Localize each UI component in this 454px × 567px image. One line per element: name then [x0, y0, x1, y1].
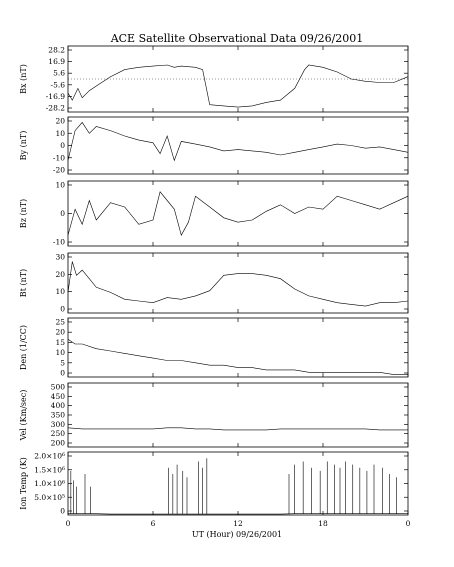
y-tick-label: -10 [53, 238, 65, 247]
y-tick-label: 10 [55, 348, 65, 357]
x-tick-label: 0 [66, 519, 71, 528]
y-axis-label: Den (1/CC) [19, 325, 28, 370]
y-tick-label: 30 [55, 253, 65, 262]
series-line [67, 191, 409, 237]
y-tick-label: 15 [55, 338, 65, 347]
y-tick-label: 400 [51, 401, 66, 410]
panel-frame [67, 317, 409, 378]
y-tick-label: 450 [51, 392, 66, 401]
y-tick-label: 0 [60, 209, 65, 218]
y-axis-label: By (nT) [19, 131, 28, 161]
y-tick-label: 300 [51, 420, 66, 429]
series-line [67, 261, 409, 307]
y-axis-label: Ion Temp (K) [19, 457, 28, 510]
series-line [67, 338, 408, 375]
y-tick-label: -28.2 [46, 104, 65, 113]
y-tick-label: 20 [55, 328, 65, 337]
y-tick-label: 500 [51, 383, 66, 392]
y-tick-label: 1.0×10⁶ [34, 479, 65, 488]
x-tick-label: 6 [151, 519, 156, 528]
y-tick-label: 0 [60, 507, 65, 516]
panel-frame [67, 116, 409, 175]
y-tick-label: 20 [55, 117, 65, 126]
y-tick-label: 25 [55, 318, 65, 327]
y-tick-label: -10 [53, 153, 65, 162]
y-tick-label: 10 [55, 181, 65, 190]
y-tick-label: 2.0×10⁶ [34, 452, 65, 461]
panel-frame [67, 382, 409, 448]
series-line [67, 121, 409, 162]
y-tick-label: 0 [60, 141, 65, 150]
panel-frame [67, 252, 409, 314]
x-tick-label: 0 [406, 519, 411, 528]
y-tick-label: 5.6 [53, 69, 65, 78]
y-tick-label: 350 [51, 411, 66, 420]
y-tick-label: 0 [60, 369, 65, 378]
y-tick-label: -5.6 [51, 80, 66, 89]
y-axis-label: Bt (nT) [19, 269, 28, 297]
y-tick-label: 28.2 [48, 46, 65, 55]
y-tick-label: 10 [55, 287, 65, 296]
y-tick-label: 20 [55, 270, 65, 279]
x-axis-label: UT (Hour) 09/26/2001 [192, 530, 282, 539]
y-tick-label: 1.5×10⁶ [34, 465, 65, 474]
x-tick-label: 12 [233, 519, 243, 528]
y-tick-label: -16.9 [46, 92, 65, 101]
panels: 28.2 16.9 5.6 -5.6 -16.9 -28.2 Bx (nT) 20 10 0 -10… [19, 46, 411, 529]
y-tick-label: 5 [60, 358, 65, 367]
series-line [67, 64, 409, 108]
chart-title: ACE Satellite Observational Data 09/26/2… [110, 32, 364, 45]
y-tick-label: 250 [51, 429, 66, 438]
y-tick-label: 16.9 [48, 57, 65, 66]
series-line [68, 513, 408, 515]
y-axis-label: Bx (nT) [19, 64, 28, 94]
y-axis-label: Vel (Km/sec) [19, 390, 28, 442]
y-tick-label: 5.0×10⁵ [34, 493, 65, 502]
x-tick-label: 18 [318, 519, 328, 528]
y-tick-label: 0 [60, 305, 65, 314]
series-line [67, 427, 408, 431]
y-tick-label: -20 [53, 166, 65, 175]
y-tick-label: 10 [55, 129, 65, 138]
y-axis-label: Bz (nT) [19, 199, 28, 228]
panel-frame [67, 180, 409, 247]
panel-frame [67, 451, 409, 516]
y-tick-label: 200 [51, 439, 66, 448]
